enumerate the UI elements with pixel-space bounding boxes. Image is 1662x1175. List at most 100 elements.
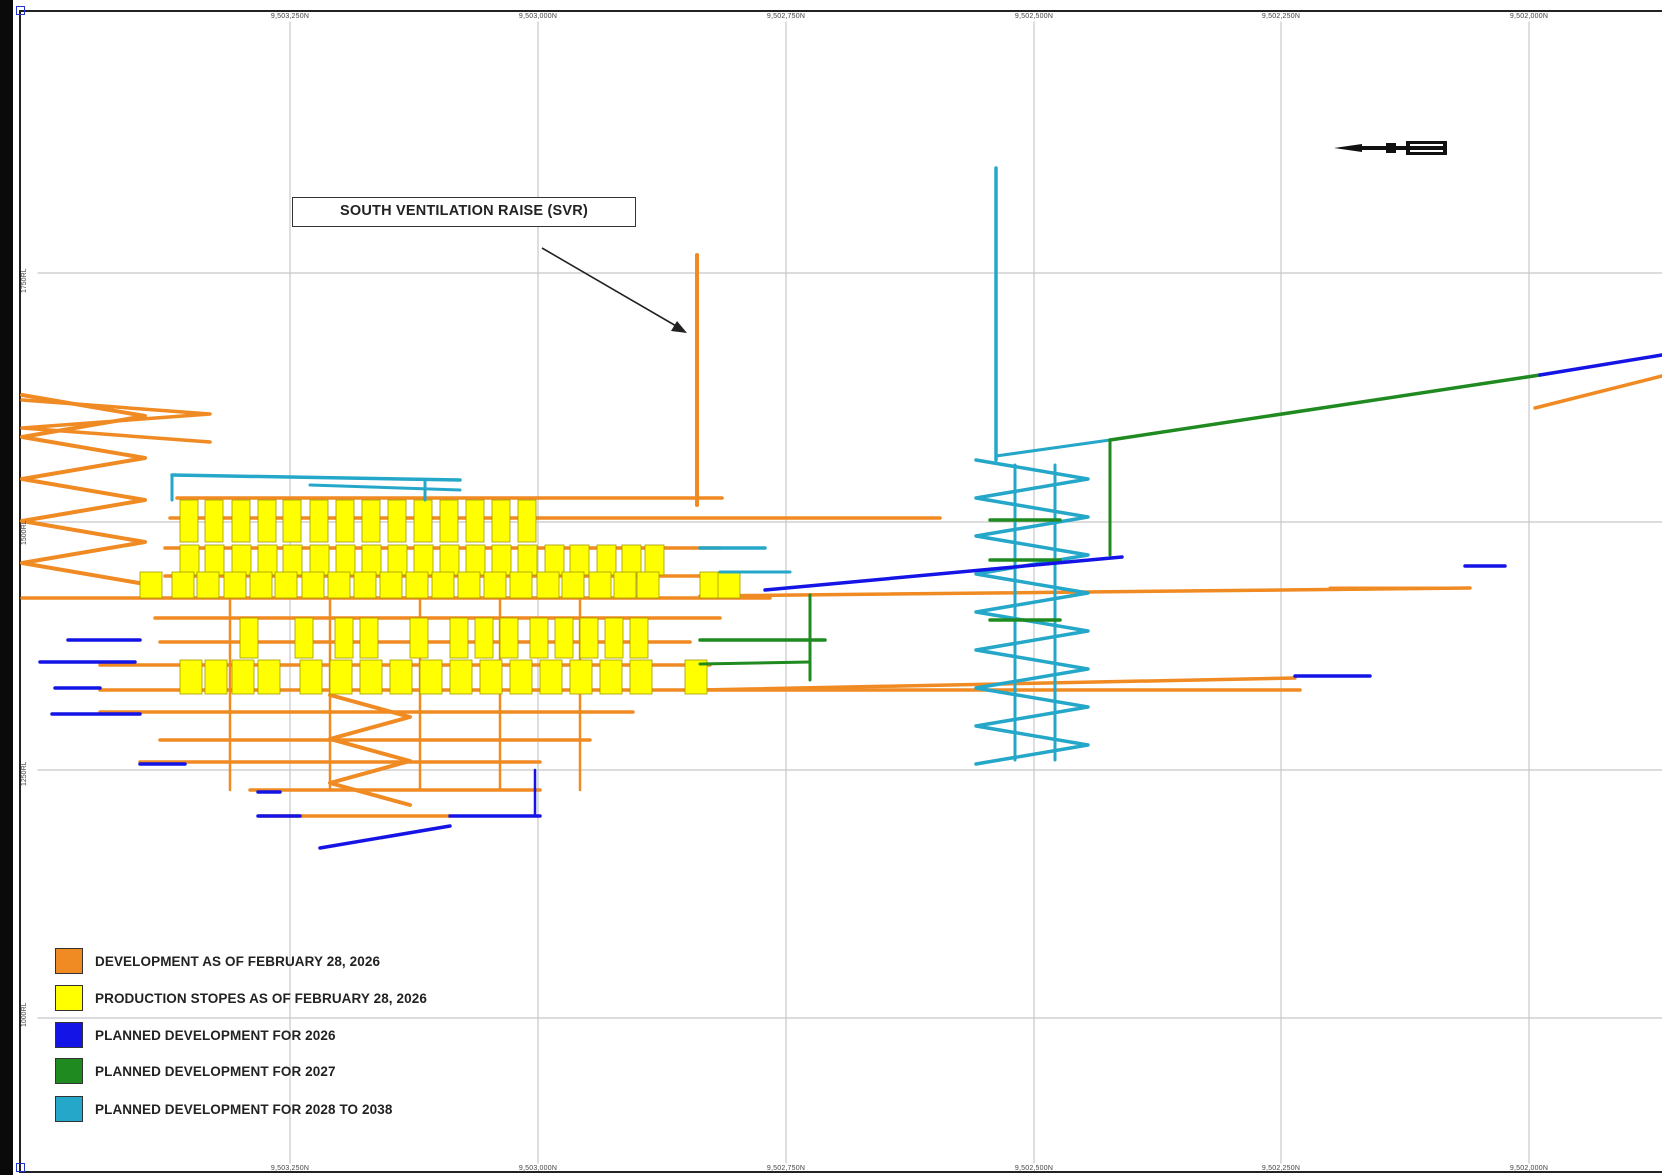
stope-block xyxy=(335,499,355,543)
planned-development-2027 xyxy=(698,373,1542,682)
stope-block xyxy=(629,659,653,695)
stope-block xyxy=(239,617,259,659)
northing-label-top: 9,502,500N xyxy=(1014,13,1054,20)
elevation-label: 1000RL xyxy=(21,1002,28,1027)
stope-block xyxy=(139,571,163,599)
stope-block xyxy=(171,571,195,599)
stope-block xyxy=(223,571,247,599)
stope-block xyxy=(529,617,549,659)
stope-block xyxy=(629,617,649,659)
stope-block xyxy=(588,571,612,599)
level-drive xyxy=(1533,374,1662,410)
stope-block xyxy=(334,617,354,659)
stope-block xyxy=(301,571,325,599)
stope-block xyxy=(449,617,469,659)
stope-block xyxy=(596,544,617,576)
frame-corner-marker xyxy=(16,6,25,15)
northing-label-bottom: 9,502,000N xyxy=(1509,1165,1549,1172)
stope-block xyxy=(509,571,533,599)
planned-drive-2026 xyxy=(763,555,1124,592)
stope-block xyxy=(196,571,220,599)
frame-corner-marker xyxy=(16,1163,25,1172)
stope-block xyxy=(536,571,560,599)
stope-block xyxy=(299,659,323,695)
northing-label-top: 9,502,750N xyxy=(766,13,806,20)
stope-block xyxy=(294,617,314,659)
stope-block xyxy=(359,617,379,659)
northing-label-top: 9,503,000N xyxy=(518,13,558,20)
legend-label: PRODUCTION STOPES AS OF FEBRUARY 28, 202… xyxy=(95,990,427,1006)
legend-item-development: DEVELOPMENT AS OF FEBRUARY 28, 2026 xyxy=(55,946,380,976)
northing-label-bottom: 9,502,250N xyxy=(1261,1165,1301,1172)
stope-block xyxy=(179,659,203,695)
svr-callout-label: SOUTH VENTILATION RAISE (SVR) xyxy=(292,197,636,227)
stope-block xyxy=(544,544,565,576)
stope-block xyxy=(179,544,200,576)
stope-block xyxy=(257,499,277,543)
stope-block xyxy=(491,544,512,576)
stope-block xyxy=(359,659,383,695)
legend-swatch xyxy=(55,948,83,974)
legend-item-production-stopes: PRODUCTION STOPES AS OF FEBRUARY 28, 202… xyxy=(55,983,427,1013)
stope-block xyxy=(419,659,443,695)
stope-block xyxy=(335,544,356,576)
stope-block xyxy=(644,544,665,576)
stope-block xyxy=(282,544,303,576)
stope-block xyxy=(361,544,382,576)
stope-block xyxy=(282,499,302,543)
elevation-label: 1750RL xyxy=(21,268,28,293)
decline-ramp xyxy=(20,393,147,586)
stope-block xyxy=(569,659,593,695)
stope-block xyxy=(474,617,494,659)
legend-label: PLANNED DEVELOPMENT FOR 2028 TO 2038 xyxy=(95,1101,393,1117)
stope-block xyxy=(413,499,433,543)
northing-label-bottom: 9,503,000N xyxy=(518,1165,558,1172)
legend-swatch xyxy=(55,1096,83,1122)
stope-block xyxy=(479,659,503,695)
grid-lines xyxy=(37,21,1662,1164)
stope-block xyxy=(509,659,533,695)
stope-block xyxy=(179,499,199,543)
drawing-frame xyxy=(19,10,1662,1173)
planned-drive xyxy=(170,473,462,482)
stope-block xyxy=(387,499,407,543)
northing-label-bottom: 9,502,500N xyxy=(1014,1165,1054,1172)
northing-label-top: 9,502,250N xyxy=(1261,13,1301,20)
stope-block xyxy=(309,544,330,576)
stope-block xyxy=(231,659,255,695)
stope-block xyxy=(539,659,563,695)
stope-block xyxy=(517,544,538,576)
elevation-label: 1500RL xyxy=(21,520,28,545)
stope-block xyxy=(569,544,590,576)
planned-drive-2027 xyxy=(698,660,812,666)
legend-item-planned-2027: PLANNED DEVELOPMENT FOR 2027 xyxy=(55,1056,336,1086)
planned-drive-2026 xyxy=(318,824,452,850)
stope-block xyxy=(613,571,637,599)
stope-block xyxy=(457,571,481,599)
production-stopes xyxy=(139,499,741,695)
legend-swatch xyxy=(55,1022,83,1048)
planned-development-2028-2038 xyxy=(170,166,1112,766)
stope-block xyxy=(361,499,381,543)
stope-block xyxy=(439,499,459,543)
planned-ramp-2028-2038 xyxy=(974,458,1090,766)
legend-item-planned-2028-2038: PLANNED DEVELOPMENT FOR 2028 TO 2038 xyxy=(55,1094,392,1124)
stope-block xyxy=(405,571,429,599)
planned-development-2026 xyxy=(38,353,1662,850)
stope-block xyxy=(465,499,485,543)
stope-block xyxy=(409,617,429,659)
svr-callout-arrow xyxy=(541,247,687,333)
stope-block xyxy=(204,499,224,543)
stope-block xyxy=(491,499,511,543)
window-left-bar xyxy=(0,0,13,1175)
stope-block xyxy=(249,571,273,599)
legend-swatch xyxy=(55,1058,83,1084)
stope-block xyxy=(204,544,225,576)
stope-block xyxy=(274,571,298,599)
northing-label-bottom: 9,502,750N xyxy=(766,1165,806,1172)
stope-block xyxy=(579,617,599,659)
planned-drive-2027 xyxy=(1108,373,1542,442)
stope-block xyxy=(413,544,434,576)
stope-block xyxy=(257,544,278,576)
stope-block xyxy=(379,571,403,599)
